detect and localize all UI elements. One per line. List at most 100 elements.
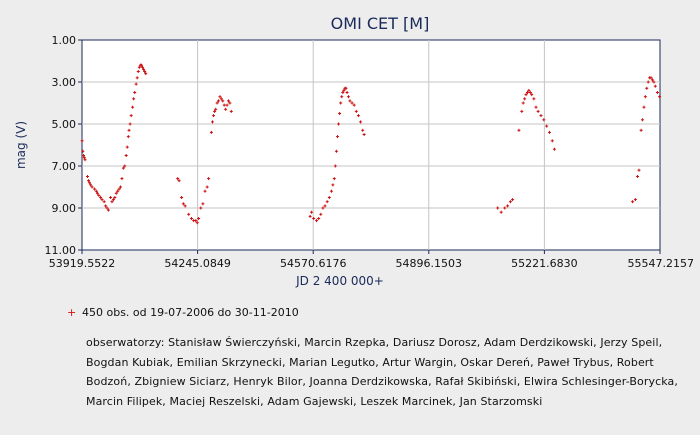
data-point: [190, 217, 194, 220]
data-point: [82, 154, 86, 157]
data-point: [655, 91, 659, 94]
data-point: [361, 128, 365, 132]
y-tick-label: 7.00: [52, 160, 77, 173]
data-point: [652, 80, 656, 84]
data-point: [550, 139, 554, 143]
data-point: [137, 65, 141, 69]
data-point: [226, 99, 230, 103]
data-point: [642, 105, 646, 109]
data-point: [143, 70, 147, 73]
data-point: [142, 67, 146, 71]
data-point: [323, 204, 327, 208]
data-point: [639, 128, 643, 132]
data-point: [181, 202, 185, 206]
data-point: [542, 118, 546, 122]
data-point: [334, 149, 338, 153]
observers-list: obserwatorzy: Stanisław Świerczyński, Ma…: [86, 336, 678, 408]
data-point: [525, 91, 529, 94]
data-point: [308, 214, 312, 218]
data-point: [536, 109, 540, 113]
x-tick-label: 54570.6176: [280, 257, 346, 270]
data-point: [523, 97, 527, 101]
data-point: [85, 175, 89, 178]
data-point: [135, 76, 139, 80]
legend-text: 450 obs. od 19-07-2006 do 30-11-2010: [82, 306, 299, 319]
data-point: [552, 147, 556, 151]
grid-lines: [82, 40, 660, 250]
data-point: [218, 95, 222, 99]
data-point: [340, 95, 344, 99]
data-point: [636, 175, 640, 178]
data-point: [524, 93, 528, 97]
data-point: [124, 154, 128, 157]
data-point: [197, 217, 201, 220]
data-point: [177, 179, 181, 183]
data-point: [496, 206, 500, 210]
y-tick-label: 11.00: [45, 244, 77, 257]
data-point: [88, 181, 92, 185]
data-point: [180, 196, 184, 199]
y-tick-label: 9.00: [52, 202, 77, 215]
data-point: [214, 107, 218, 111]
data-point: [141, 65, 145, 69]
data-point: [331, 183, 335, 187]
data-point: [119, 185, 123, 189]
data-point: [511, 198, 515, 202]
data-point: [221, 99, 225, 103]
data-point: [97, 193, 101, 197]
data-point: [225, 103, 229, 107]
data-point: [338, 112, 342, 115]
data-point: [653, 84, 657, 88]
data-point: [350, 101, 354, 105]
data-point: [102, 200, 106, 204]
data-point: [329, 189, 333, 193]
data-point: [89, 183, 93, 187]
data-point: [503, 206, 507, 210]
data-point: [210, 120, 214, 124]
data-point: [94, 189, 98, 193]
data-point: [126, 135, 130, 139]
data-point: [539, 114, 543, 118]
data-point: [528, 91, 532, 94]
data-points: [80, 63, 662, 225]
data-point: [352, 103, 356, 107]
data-point: [631, 200, 635, 204]
data-point: [114, 191, 118, 195]
data-point: [176, 177, 180, 181]
data-point: [224, 107, 228, 111]
data-point: [346, 95, 350, 99]
data-point: [645, 86, 649, 90]
data-point: [128, 122, 132, 126]
data-point: [120, 177, 124, 181]
data-point: [123, 164, 127, 168]
data-point: [144, 72, 148, 76]
data-point: [348, 99, 352, 103]
data-point: [649, 76, 653, 80]
x-tick-label: 54896.1503: [396, 257, 462, 270]
data-point: [499, 210, 503, 214]
plot-area: [81, 39, 661, 251]
data-point: [110, 200, 114, 204]
y-tick-label: 3.00: [52, 76, 77, 89]
data-point: [530, 93, 534, 97]
data-point: [111, 198, 115, 202]
data-point: [136, 70, 140, 73]
data-point: [105, 206, 109, 210]
data-point: [532, 97, 536, 101]
data-point: [109, 196, 113, 199]
data-point: [332, 177, 336, 181]
data-point: [520, 109, 524, 113]
data-point: [527, 88, 531, 92]
data-point: [312, 217, 316, 220]
data-point: [362, 133, 366, 136]
data-point: [199, 206, 203, 210]
data-point: [81, 149, 85, 153]
data-point: [650, 78, 654, 82]
data-point: [93, 187, 97, 191]
data-point: [315, 219, 319, 223]
chart-title: OMI CET [M]: [331, 14, 430, 33]
data-point: [183, 204, 187, 208]
data-point: [215, 101, 219, 105]
data-point: [139, 63, 143, 67]
